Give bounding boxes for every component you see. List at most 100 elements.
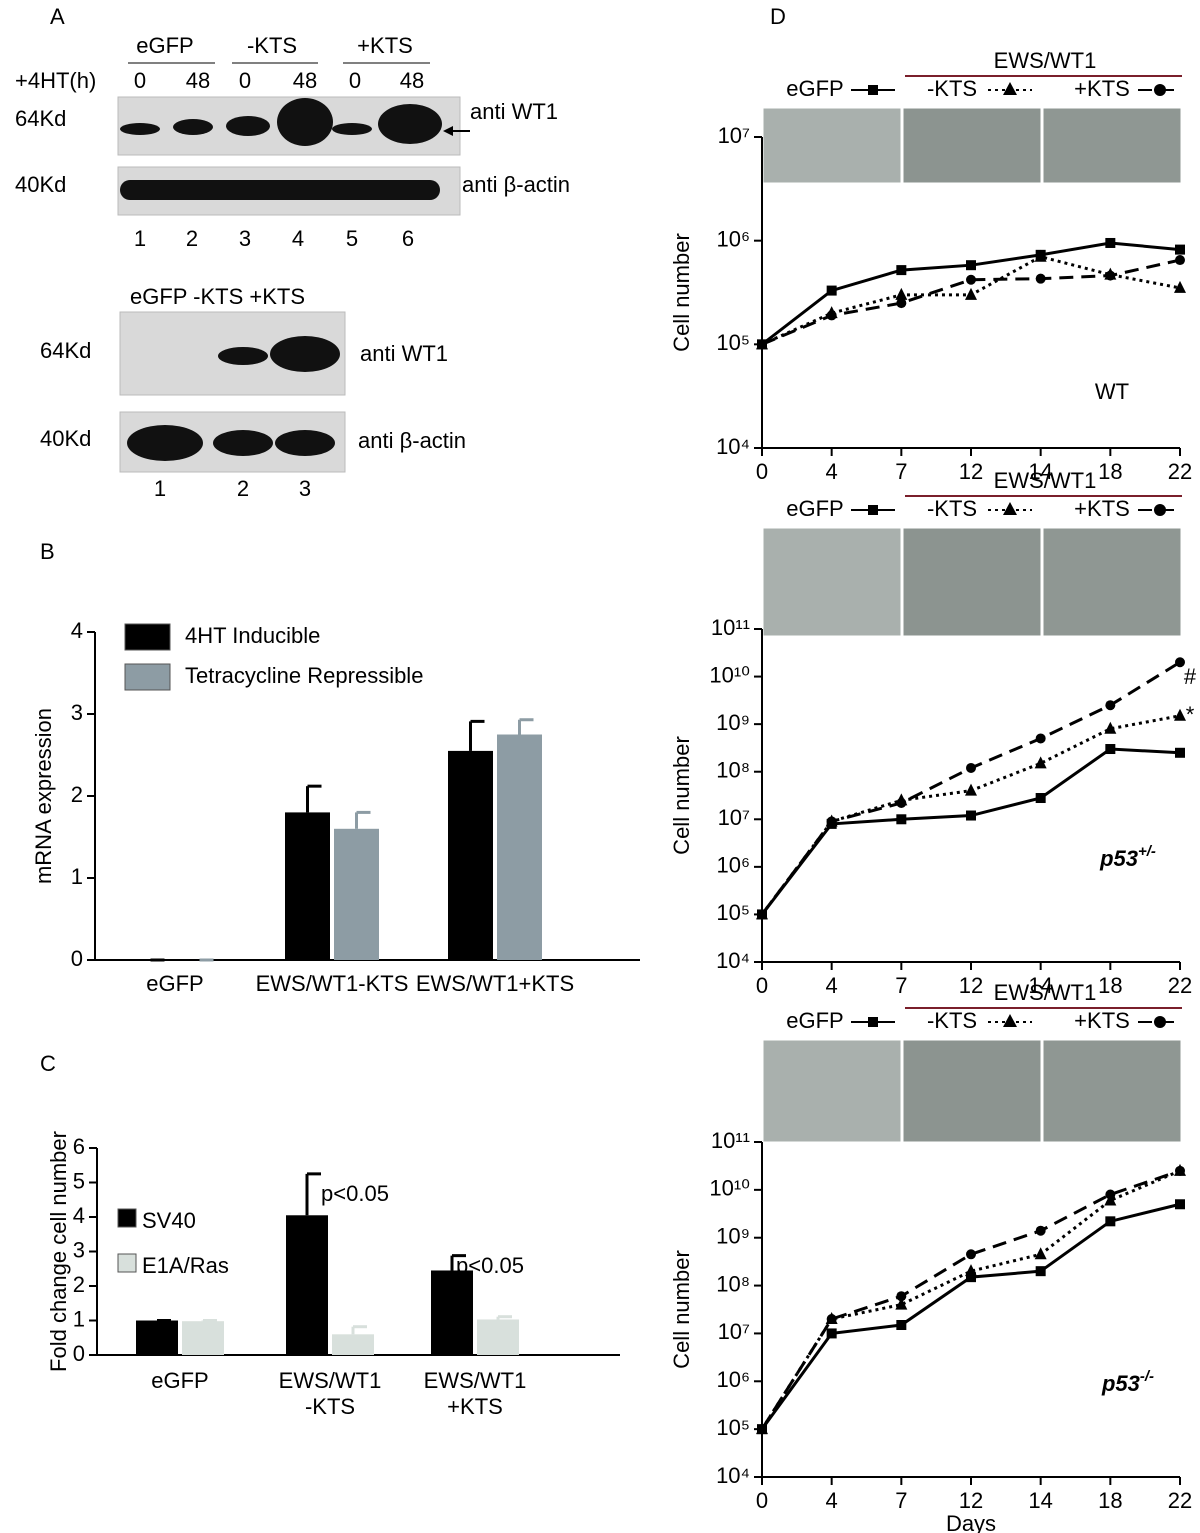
x-tick-label: 4: [826, 973, 838, 998]
data-point: [1104, 721, 1117, 734]
y-tick-label: 2: [73, 1272, 85, 1297]
data-point: [966, 762, 976, 773]
legend-marker: [1154, 504, 1166, 516]
legend-label: +KTS: [1074, 496, 1130, 521]
panel-a: A eGFP -KTS +KTS +4HT(h) 0 48 0 48 0 48 …: [15, 4, 570, 501]
data-point: [896, 1291, 907, 1302]
legend-swatch: [124, 623, 171, 651]
lane-label: 5: [346, 226, 358, 251]
chart: 10⁴ 10⁵ 10⁶ 10⁷ Cell number D 0 4 7 12 14 18 22 eGFP -…: [669, 4, 1192, 484]
y-tick-label: 10⁴: [716, 1463, 750, 1488]
y-tick-label: 10⁵: [716, 1415, 750, 1440]
y-tick-label: 10⁴: [716, 434, 750, 459]
data-point: [1175, 244, 1185, 255]
time: 0: [349, 68, 361, 93]
data-point: [757, 339, 767, 350]
micrograph: [762, 1039, 902, 1143]
annotation-text: p53: [1099, 846, 1138, 871]
y-tick-label: 3: [71, 700, 83, 725]
x-tick-label: 22: [1168, 973, 1192, 998]
y-tick-label: 10¹¹: [711, 615, 750, 640]
annotation: #: [1184, 664, 1197, 689]
marker-label: 40Kd: [40, 426, 91, 451]
x-tick-label: 12: [959, 1488, 983, 1513]
arrow-head: [443, 126, 453, 136]
y-tick-label: 10⁸: [716, 758, 750, 783]
band: [213, 430, 273, 456]
data-point: [1105, 270, 1116, 281]
panel-label: C: [40, 1051, 56, 1076]
data-point: [1105, 744, 1116, 755]
annotation-sup: -/-: [1140, 1368, 1154, 1385]
legend-label: -KTS: [927, 76, 977, 101]
data-point: [757, 1424, 767, 1435]
x-tick-label: 7: [895, 1488, 907, 1513]
antibody-label: anti WT1: [360, 341, 448, 366]
antibody-label: anti β-actin: [462, 172, 570, 197]
y-tick-label: 10⁷: [718, 805, 750, 830]
data-point: [1034, 1247, 1047, 1260]
x-axis-label: Days: [946, 1511, 996, 1533]
band: [173, 119, 213, 135]
legend-label: +KTS: [1074, 76, 1130, 101]
annotation: p<0.05: [456, 1253, 524, 1278]
chart: 10⁴ 10⁵ 10⁶ 10⁷ 10⁸ 10⁹ 10¹⁰ 10¹¹ Cell number 0 4 7…: [669, 468, 1197, 998]
legend-swatch: [117, 1253, 137, 1273]
y-tick-label: 10⁹: [716, 710, 750, 735]
data-point: [1105, 1189, 1116, 1200]
legend-label: 4HT Inducible: [185, 623, 320, 648]
x-tick-label: 4: [826, 1488, 838, 1513]
y-tick-label: 10⁶: [716, 853, 750, 878]
legend-label: SV40: [142, 1208, 196, 1233]
antibody-label: anti WT1: [470, 99, 558, 124]
band: [277, 98, 333, 146]
lane-label: 2: [237, 476, 249, 501]
band: [275, 430, 335, 456]
x-tick-label: 18: [1098, 459, 1122, 484]
x-tick-label: +KTS: [447, 1394, 503, 1419]
bar: [334, 828, 379, 960]
data-point: [965, 287, 977, 300]
x-tick-label: 0: [756, 459, 768, 484]
lane-label: 3: [239, 226, 251, 251]
legend-marker: [1154, 1016, 1166, 1028]
bar: [431, 1270, 473, 1355]
x-tick-label: EWS/WT1: [424, 1368, 527, 1393]
micrograph: [1042, 527, 1182, 637]
blot-header: eGFP -KTS +KTS: [130, 284, 305, 309]
time: 48: [186, 68, 210, 93]
legend-marker: [1003, 1014, 1017, 1027]
annotation: *: [1186, 702, 1195, 727]
panel-label: B: [40, 539, 55, 564]
data-point: [757, 909, 767, 920]
panel-label: A: [50, 4, 65, 29]
data-point: [965, 1264, 977, 1277]
y-tick-label: 10⁵: [716, 330, 750, 355]
data-point: [1034, 756, 1047, 769]
data-point: [1035, 273, 1046, 284]
time: 0: [134, 68, 146, 93]
y-tick-label: 3: [73, 1237, 85, 1262]
x-tick-label: 22: [1168, 459, 1192, 484]
group-label: -KTS: [247, 33, 297, 58]
annotation-sup: +/-: [1138, 843, 1156, 860]
data-point: [1035, 1225, 1046, 1236]
band: [120, 180, 440, 200]
y-tick-label: 10⁷: [718, 1319, 750, 1344]
bar: [477, 1319, 519, 1355]
y-tick-label: 0: [71, 946, 83, 971]
annotation: p<0.05: [321, 1181, 389, 1206]
panel-label: D: [770, 4, 786, 29]
time-label: +4HT(h): [15, 68, 96, 93]
micrograph: [1042, 107, 1182, 184]
legend-swatch: [124, 663, 171, 691]
x-tick-label: 18: [1098, 1488, 1122, 1513]
x-tick-label: 0: [756, 1488, 768, 1513]
y-tick-label: 4: [73, 1203, 85, 1228]
y-tick-label: 10⁷: [718, 123, 750, 148]
data-point: [826, 1314, 837, 1325]
data-point: [966, 274, 976, 285]
x-tick-label: EWS/WT1+KTS: [416, 971, 574, 996]
series-line: [761, 258, 1181, 346]
